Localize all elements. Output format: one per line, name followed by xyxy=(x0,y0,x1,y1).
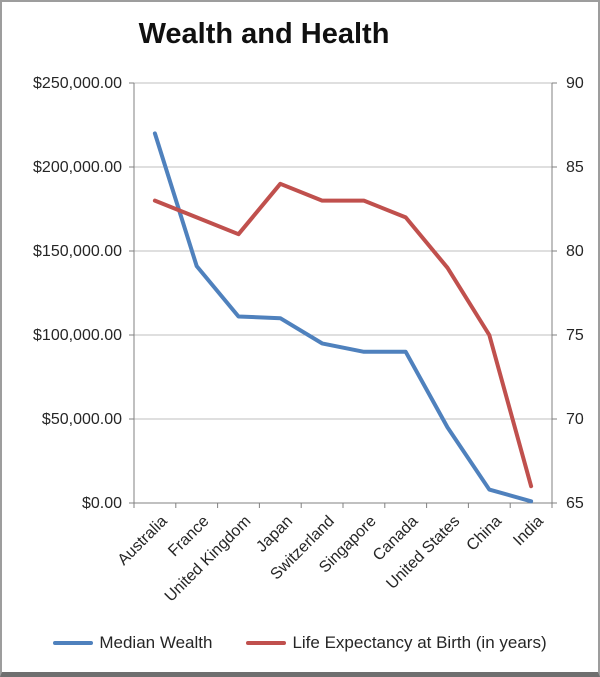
y-axis-left-label: $50,000.00 xyxy=(42,411,122,428)
y-axis-right-label: 85 xyxy=(566,159,584,176)
y-axis-left-label: $200,000.00 xyxy=(33,159,122,176)
legend-label: Median Wealth xyxy=(99,633,213,652)
y-axis-left-label: $250,000.00 xyxy=(33,75,122,92)
x-axis-label: United States xyxy=(383,513,463,593)
legend-item: Life Expectancy at Birth (in years) xyxy=(246,633,547,653)
legend: Median Wealth Life Expectancy at Birth (i… xyxy=(2,633,598,653)
y-axis-left-label: $150,000.00 xyxy=(33,243,122,260)
life-expectancy-line xyxy=(152,181,534,489)
y-axis-right-label: 75 xyxy=(566,327,584,344)
legend-line-swatch xyxy=(53,641,94,645)
y-axis-right-label: 65 xyxy=(566,495,584,512)
y-axis-left-label: $0.00 xyxy=(82,495,122,512)
y-axis-right-label: 70 xyxy=(566,411,584,428)
x-axis-label: China xyxy=(464,513,506,555)
y-axis-left-label: $100,000.00 xyxy=(33,327,122,344)
x-axis-label: Australia xyxy=(115,513,171,569)
x-axis-label: India xyxy=(510,513,547,550)
legend-line-swatch xyxy=(246,641,287,645)
y-axis-right-label: 90 xyxy=(566,75,584,92)
legend-item: Median Wealth xyxy=(53,633,212,653)
median-wealth-line xyxy=(152,131,534,504)
chart-title: Wealth and Health xyxy=(138,18,390,50)
y-axis-right-label: 80 xyxy=(566,243,584,260)
legend-label: Life Expectancy at Birth (in years) xyxy=(292,633,547,652)
